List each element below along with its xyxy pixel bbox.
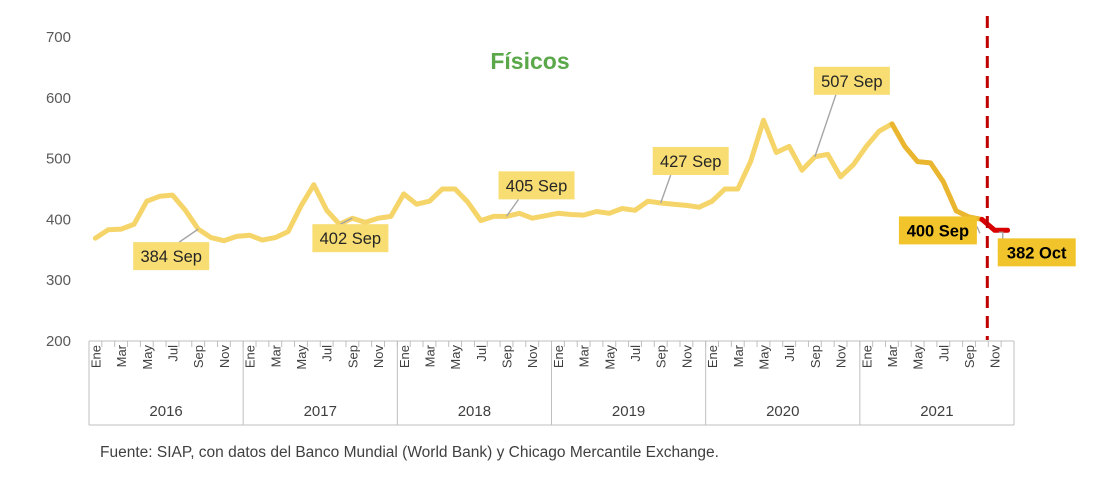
month-tick-label: Nov — [988, 345, 1003, 369]
month-tick-label: Sep — [808, 345, 823, 368]
month-tick-label: Jul — [628, 345, 643, 362]
month-tick-label: Mar — [268, 344, 283, 367]
year-label: 2018 — [458, 403, 491, 420]
y-tick-label: 300 — [46, 272, 71, 289]
month-tick-label: Mar — [885, 344, 900, 367]
month-tick-label: Sep — [191, 345, 206, 368]
month-tick-label: Ene — [397, 345, 412, 368]
series-line-highlight — [889, 121, 985, 222]
year-label: 2016 — [149, 403, 182, 420]
series-line-recent — [979, 216, 1011, 233]
series-line — [92, 117, 895, 244]
source-note: Fuente: SIAP, con datos del Banco Mundia… — [100, 444, 719, 461]
month-tick-label: Mar — [422, 344, 437, 367]
month-tick-label: May — [140, 345, 155, 370]
annotation-leader — [505, 198, 520, 217]
month-tick-label: May — [602, 345, 617, 370]
month-tick-label: Nov — [371, 345, 386, 369]
annotation-box — [498, 171, 575, 200]
y-tick-label: 200 — [46, 333, 71, 350]
month-tick-label: Nov — [679, 345, 694, 369]
y-tick-label: 400 — [46, 211, 71, 228]
month-tick-label: Nov — [834, 345, 849, 369]
month-tick-label: Sep — [345, 345, 360, 368]
annotation-leader — [340, 217, 353, 225]
month-tick-label: Mar — [731, 344, 746, 367]
month-tick-label: Sep — [654, 345, 669, 368]
annotation-box — [898, 216, 977, 245]
month-tick-label: Mar — [114, 344, 129, 367]
year-label: 2020 — [766, 403, 799, 420]
month-tick-label: Sep — [500, 345, 515, 368]
annotation-box — [997, 238, 1076, 267]
y-tick-label: 700 — [46, 29, 71, 46]
annotation-box — [813, 66, 890, 95]
month-tick-label: May — [448, 345, 463, 370]
month-tick-label: Mar — [577, 344, 592, 367]
annotation-leader — [814, 94, 837, 158]
annotation-box — [133, 242, 210, 271]
annotation-label: 402 Sep — [320, 230, 381, 248]
month-tick-label: May — [756, 345, 771, 370]
year-label: 2017 — [304, 403, 337, 420]
annotation-leader — [976, 226, 981, 234]
month-tick-label: Sep — [962, 345, 977, 368]
annotation-label: 507 Sep — [821, 73, 882, 91]
month-tick-label: Nov — [525, 345, 540, 369]
annotation-box — [312, 224, 389, 253]
month-tick-label: Jul — [320, 345, 335, 362]
month-tick-label: Jul — [782, 345, 797, 362]
month-tick-label: Nov — [217, 345, 232, 369]
year-label: 2019 — [612, 403, 645, 420]
month-tick-label: Ene — [551, 345, 566, 368]
y-tick-label: 500 — [46, 151, 71, 168]
annotation-leader — [178, 228, 199, 243]
annotation-label: 405 Sep — [506, 177, 567, 195]
annotation-label: 427 Sep — [660, 153, 721, 171]
month-tick-label: Ene — [243, 345, 258, 368]
y-tick-label: 600 — [46, 90, 71, 107]
month-tick-label: May — [911, 345, 926, 370]
month-tick-label: Jul — [166, 345, 181, 362]
month-tick-label: Ene — [88, 345, 103, 368]
month-tick-label: May — [294, 345, 309, 370]
month-tick-label: Ene — [705, 345, 720, 368]
month-tick-label: Jul — [936, 345, 951, 362]
physical-price-chart: Físicos 200 300 400 500 600 700 Ene Mar May Jul Sep… — [46, 16, 1076, 426]
annotation-leader — [660, 174, 672, 204]
annotation-label: 400 Sep — [907, 222, 969, 240]
chart-title: Físicos — [490, 48, 569, 74]
month-tick-label: Ene — [859, 345, 874, 368]
year-label: 2021 — [920, 403, 953, 420]
annotation-label: 384 Sep — [140, 248, 201, 266]
annotation-label: 382 Oct — [1007, 244, 1067, 262]
annotation-box — [652, 146, 729, 175]
month-tick-label: Jul — [474, 345, 489, 362]
